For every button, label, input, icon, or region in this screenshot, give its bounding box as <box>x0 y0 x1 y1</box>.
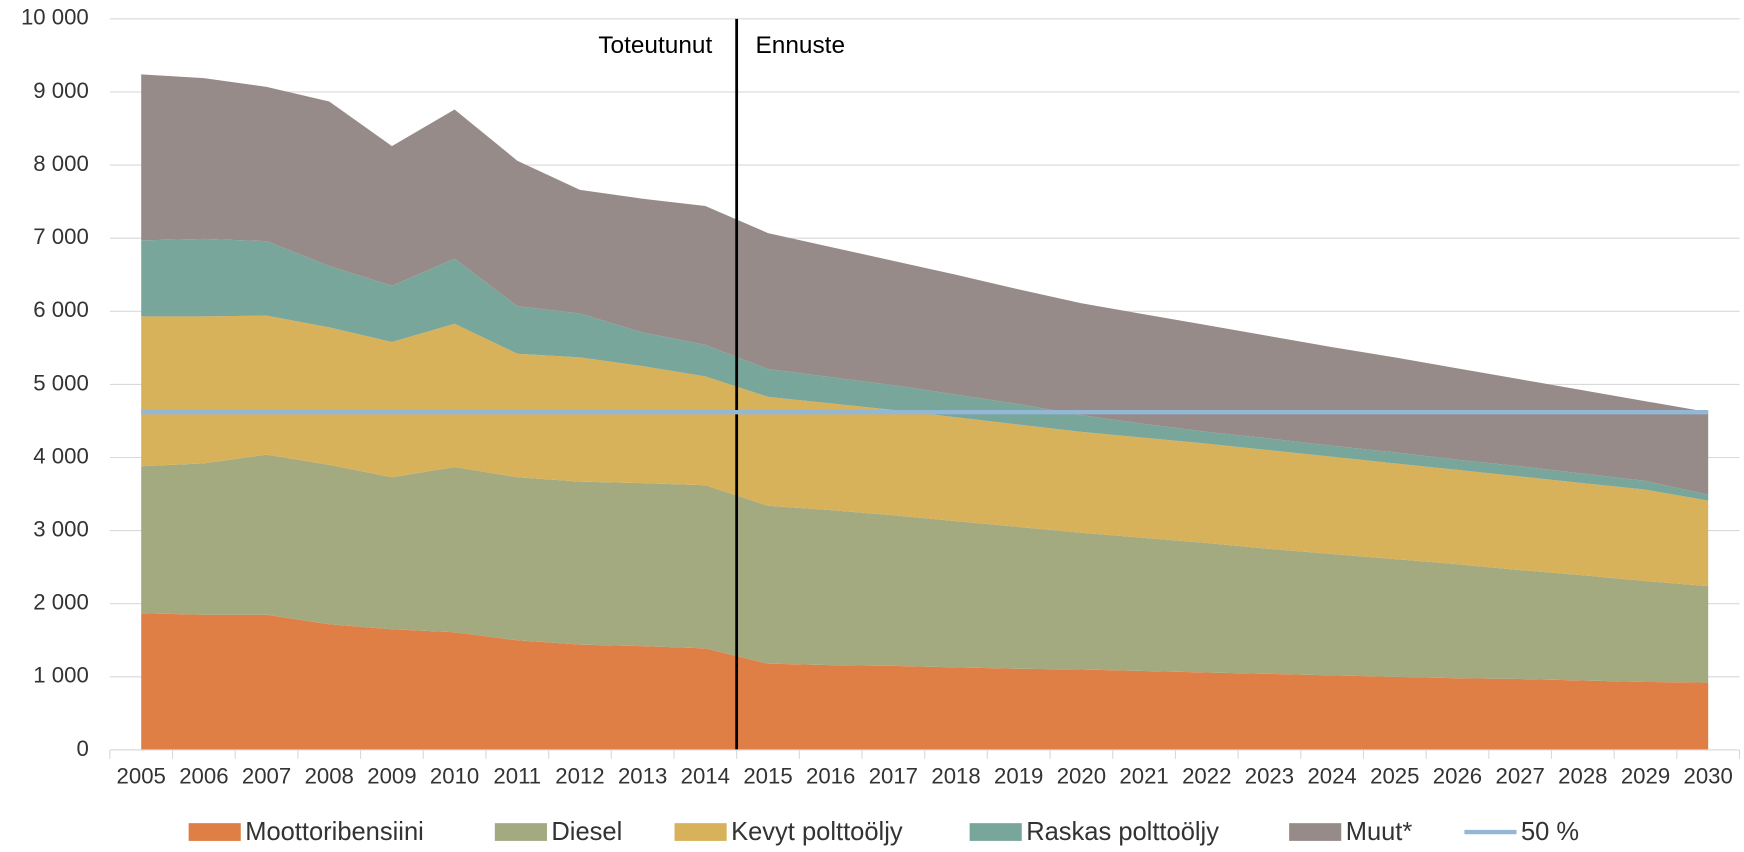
x-tick-label: 2025 <box>1370 764 1419 789</box>
x-tick-label: 2021 <box>1119 764 1168 789</box>
legend-label: Diesel <box>551 818 622 846</box>
area <box>141 613 1709 750</box>
legend-swatch <box>1289 823 1342 841</box>
x-tick-label: 2027 <box>1495 764 1544 789</box>
x-tick-label: 2014 <box>681 764 730 789</box>
legend-label: Kevyt polttoöljy <box>731 818 903 846</box>
legend-swatch <box>969 823 1022 841</box>
x-tick-label: 2012 <box>555 764 604 789</box>
x-tick-label: 2022 <box>1182 764 1231 789</box>
x-tick-label: 2009 <box>367 764 416 789</box>
x-tick-label: 2029 <box>1621 764 1670 789</box>
y-tick-label: 0 <box>76 736 88 761</box>
y-tick-label: 6 000 <box>33 297 88 322</box>
area <box>141 238 1709 501</box>
x-tick-label: 2020 <box>1057 764 1106 789</box>
area <box>141 454 1709 683</box>
x-tick-label: 2006 <box>179 764 228 789</box>
x-tick-label: 2010 <box>430 764 479 789</box>
y-tick-label: 7 000 <box>33 224 88 249</box>
x-tick-label: 2005 <box>117 764 166 789</box>
area <box>141 315 1709 587</box>
y-tick-label: 9 000 <box>33 78 88 103</box>
x-tick-label: 2013 <box>618 764 667 789</box>
legend-label: Raskas polttoöljy <box>1026 818 1219 846</box>
x-tick-label: 2023 <box>1245 764 1294 789</box>
y-tick-label: 3 000 <box>33 516 88 541</box>
x-tick-label: 2008 <box>305 764 354 789</box>
areas <box>141 74 1709 750</box>
x-tick-label: 2017 <box>869 764 918 789</box>
y-tick-label: 4 000 <box>33 443 88 468</box>
x-tick-label: 2015 <box>743 764 792 789</box>
y-tick-label: 2 000 <box>33 590 88 615</box>
legend-swatch <box>674 823 727 841</box>
legend-swatch <box>188 823 241 841</box>
x-tick-label: 2019 <box>994 764 1043 789</box>
x-tick-label: 2028 <box>1558 764 1607 789</box>
y-tick-label: 8 000 <box>33 151 88 176</box>
annotation: Ennuste <box>756 32 845 59</box>
legend-label: 50 % <box>1521 818 1579 846</box>
x-tick-label: 2024 <box>1307 764 1356 789</box>
y-tick-label: 10 000 <box>21 5 89 30</box>
x-tick-label: 2018 <box>931 764 980 789</box>
annotation: Toteutunut <box>598 32 712 59</box>
x-tick-label: 2007 <box>242 764 291 789</box>
legend-swatch <box>494 823 547 841</box>
x-tick-label: 2026 <box>1433 764 1482 789</box>
legend-label: Moottoribensiini <box>245 818 424 846</box>
y-tick-label: 5 000 <box>33 370 88 395</box>
legend-label: Muut* <box>1346 818 1413 846</box>
x-tick-label: 2016 <box>806 764 855 789</box>
y-tick-label: 1 000 <box>33 663 88 688</box>
x-tick-label: 2030 <box>1684 764 1733 789</box>
area <box>141 74 1709 495</box>
x-tick-label: 2011 <box>493 764 541 789</box>
